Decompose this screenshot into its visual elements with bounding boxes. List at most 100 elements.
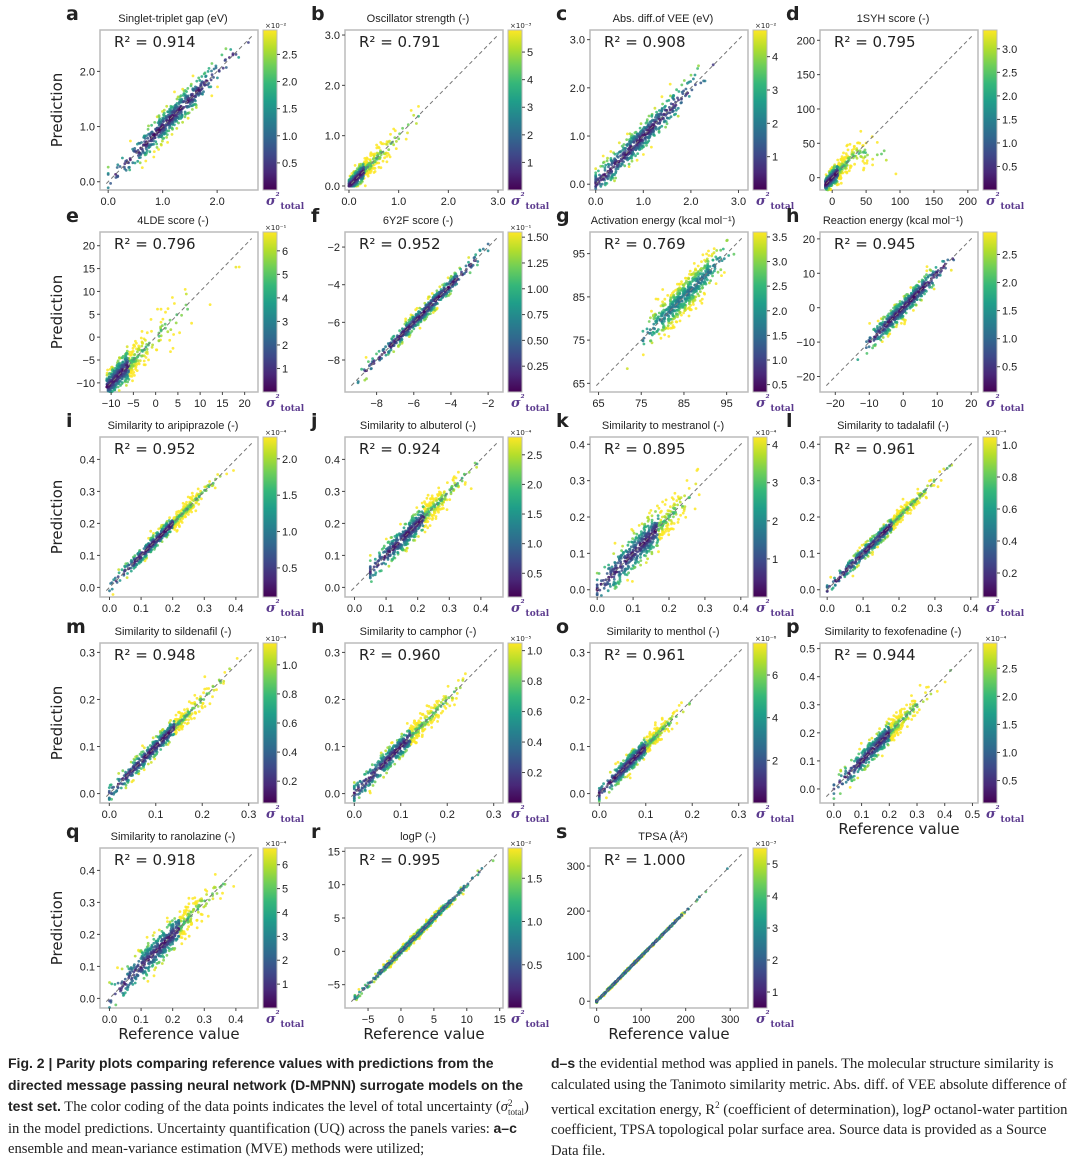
panel-title: 4LDE score (-) [137,215,209,227]
data-point [141,350,144,353]
data-point [364,184,367,187]
data-point [205,75,208,78]
data-point [181,114,184,117]
x-tick-label: 95 [721,398,733,410]
data-point [141,342,144,345]
data-point [648,320,651,323]
data-point [719,249,722,252]
data-point [618,141,621,144]
data-point [171,296,174,299]
data-point [720,274,723,277]
data-point [210,94,213,97]
data-point [107,186,110,189]
data-point [874,343,877,346]
data-point [681,305,684,308]
data-point [192,75,195,78]
data-point [191,495,194,498]
data-point [160,143,163,146]
data-point [208,67,211,70]
x-tick-label: 1.0 [155,196,170,208]
data-point [152,156,155,159]
data-point [623,164,626,167]
data-point [162,137,165,140]
data-point [933,288,936,291]
data-point [162,120,165,123]
data-point [912,309,915,312]
x-tick-label: 0.0 [588,196,603,208]
data-point [171,127,174,130]
data-point [602,161,605,164]
data-point [401,127,404,130]
data-point [879,331,882,334]
data-point [365,158,368,161]
data-point [642,153,645,156]
data-point [687,277,690,280]
data-point [141,166,144,169]
colorbar-multiplier: ×10⁻² [755,22,776,30]
data-point [705,253,708,256]
y-tick-label: 0 [809,173,815,185]
data-point [687,307,690,310]
data-point [156,308,159,311]
data-point [708,271,711,274]
data-point [712,259,715,262]
data-point [385,354,388,357]
colorbar-label: σ²total [266,192,305,212]
data-point [193,88,196,91]
panel-letter: d [786,3,800,25]
data-point [116,166,119,169]
data-point [106,369,109,372]
data-point [172,333,175,336]
data-point [678,283,681,286]
data-point [661,95,664,98]
r2-annotation: R² = 0.795 [834,33,915,51]
data-point [667,327,670,330]
data-point [202,90,205,93]
colorbar-tick-label: 4 [282,293,288,305]
data-point [164,311,167,314]
data-point [926,276,929,279]
data-point [108,376,111,379]
data-point [680,84,683,87]
data-point [224,58,227,61]
data-point [119,579,122,582]
data-point [717,271,720,274]
data-point [119,165,122,168]
x-tick-label: 1.0 [391,196,406,208]
y-tick-label: 200 [797,35,815,47]
data-point [127,166,130,169]
y-tick-label: 2.0 [80,66,95,78]
data-point [671,314,674,317]
data-point [669,83,672,86]
data-point [629,156,632,159]
data-point [694,74,697,77]
data-point [678,90,681,93]
data-point [926,265,929,268]
colorbar-tick-label: 1.0 [1002,138,1017,150]
colorbar-tick-label: 6 [282,246,288,258]
y-tick-label: 20 [83,241,95,253]
data-point [487,243,490,246]
data-point [657,328,660,331]
data-point [594,167,597,170]
data-point [357,380,360,383]
y-tick-label: 10 [803,268,815,280]
y-tick-label: −6 [327,317,340,329]
y-tick-label: 75 [573,335,585,347]
x-tick-label: 5 [175,398,181,410]
data-point [195,80,198,83]
data-point [652,323,655,326]
data-point [218,69,221,72]
data-point [646,328,649,331]
data-point [148,150,151,153]
y-tick-label: 1.0 [325,131,340,143]
data-point [604,164,607,167]
data-point [176,98,179,101]
data-point [111,588,114,591]
colorbar-tick-label: 3 [282,316,288,328]
colorbar-tick-label: 1.5 [1002,306,1017,318]
data-point [158,128,161,131]
